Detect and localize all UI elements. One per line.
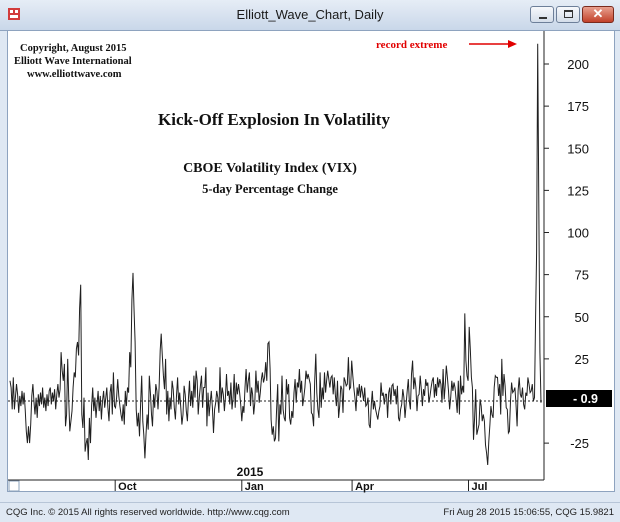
y-tick-label: 75 xyxy=(575,268,589,283)
y-tick-label: 200 xyxy=(567,57,589,72)
y-tick-label: 100 xyxy=(567,226,589,241)
copyright-line-2: Elliott Wave International xyxy=(14,56,132,67)
vix-5day-change-line xyxy=(9,43,542,466)
y-tick-label: 50 xyxy=(575,310,589,325)
chart-subtitle: CBOE Volatility Index (VIX) xyxy=(183,161,357,176)
x-axis-strip xyxy=(8,480,614,491)
chart-title: Kick-Off Explosion In Volatility xyxy=(158,110,390,129)
record-extreme-arrow xyxy=(469,40,517,48)
title-bar[interactable]: Elliott_Wave_Chart, Daily ✕ xyxy=(0,0,620,31)
minimize-button[interactable] xyxy=(530,6,554,23)
x-axis-scroll-handle[interactable] xyxy=(8,480,20,492)
window-title: Elliott_Wave_Chart, Daily xyxy=(236,7,384,22)
y-axis-ticks: -25 25 50 75 100 125 150 175 200 xyxy=(544,57,589,451)
y-tick-label: 125 xyxy=(567,183,589,198)
maximize-icon xyxy=(564,10,573,18)
status-timestamp: Fri Aug 28 2015 15:06:55, CQG 15.9821 xyxy=(443,507,614,518)
last-value-badge xyxy=(546,390,612,407)
close-icon: ✕ xyxy=(592,6,604,21)
copyright-line-1: Copyright, August 2015 xyxy=(20,43,126,54)
last-value-text: - 0.9 xyxy=(573,392,598,406)
x-tick-label: Jan xyxy=(245,481,264,493)
y-tick-label: 150 xyxy=(567,141,589,156)
cqg-app-icon xyxy=(8,8,20,20)
x-tick-label: Oct xyxy=(118,481,137,493)
chart-subtitle-2: 5-day Percentage Change xyxy=(202,182,338,196)
record-extreme-label: record extreme xyxy=(376,39,447,51)
maximize-button[interactable] xyxy=(556,6,580,23)
y-tick-label: 25 xyxy=(575,352,589,367)
close-button[interactable]: ✕ xyxy=(582,6,614,23)
y-tick-label: -25 xyxy=(570,436,589,451)
y-tick-label: 175 xyxy=(567,99,589,114)
status-copyright: CQG Inc. © 2015 All rights reserved worl… xyxy=(6,507,290,518)
x-tick-label: Apr xyxy=(355,481,375,493)
status-bar: CQG Inc. © 2015 All rights reserved worl… xyxy=(0,502,620,522)
year-label: 2015 xyxy=(237,465,264,479)
minimize-icon xyxy=(539,17,547,19)
x-axis-ticks: Oct Jan Apr Jul xyxy=(114,480,487,493)
copyright-line-3: www.elliottwave.com xyxy=(27,69,122,80)
x-tick-label: Jul xyxy=(471,481,487,493)
